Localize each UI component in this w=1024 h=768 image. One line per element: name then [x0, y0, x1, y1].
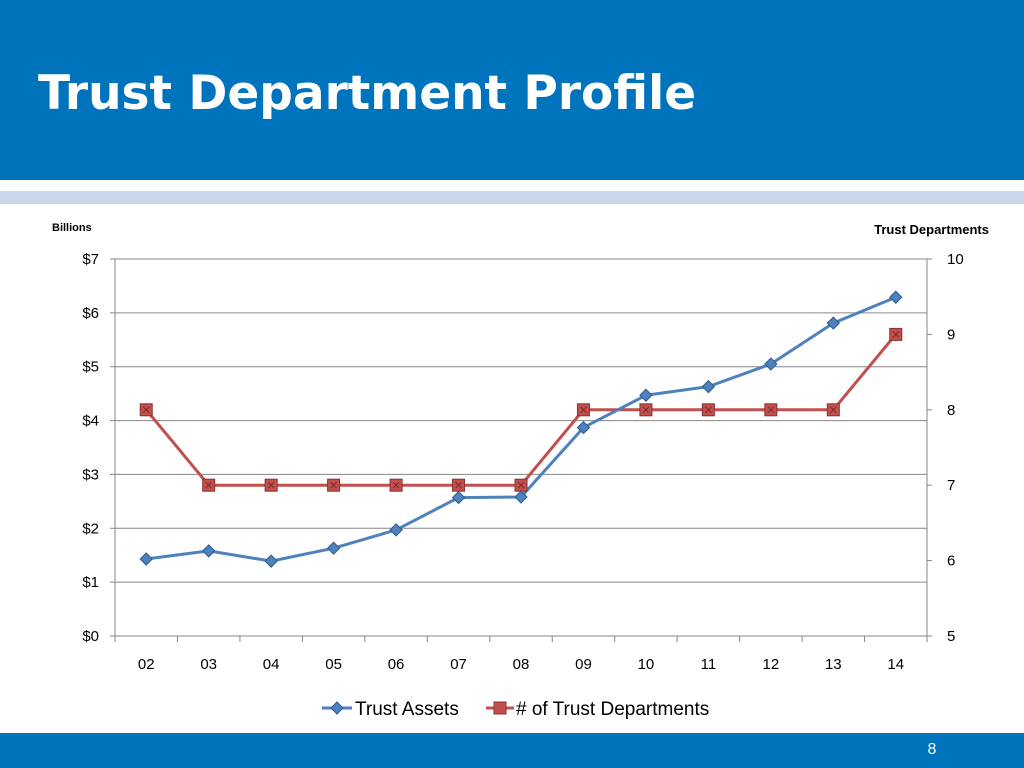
assets-point [639, 388, 653, 402]
x-tick-label: 04 [263, 656, 280, 673]
assets-point [889, 290, 903, 304]
left-axis-label: Billions [52, 222, 92, 234]
assets-point [326, 541, 341, 555]
title-band: Trust Department Profile [0, 0, 1024, 180]
left-tick-label: $7 [82, 251, 99, 268]
right-tick-label: 5 [947, 628, 955, 645]
departments-point-mark [642, 406, 650, 414]
x-tick-label: 03 [200, 656, 217, 673]
departments-point-mark [892, 331, 900, 338]
slide-title: Trust Department Profile [38, 66, 697, 121]
right-tick-label: 7 [947, 477, 955, 494]
x-tick-label: 14 [887, 656, 904, 673]
assets-point [451, 490, 466, 505]
assets-point [139, 552, 153, 566]
right-tick-label: 6 [947, 553, 955, 570]
departments-point-mark [767, 406, 775, 414]
assets-point [701, 379, 716, 394]
right-axis-label: Trust Departments [874, 222, 989, 237]
departments-point-mark [455, 481, 462, 489]
legend-departments-label: # of Trust Departments [516, 699, 709, 720]
series-line-assets [146, 295, 897, 563]
left-tick-label: $4 [82, 413, 99, 430]
left-tick-label: $5 [82, 359, 99, 376]
line-chart: $0 $1 $2 $3 $4 $5 $6 $7 5 6 7 8 9 10 02 03 04 05 06 07 08 09 1… [52, 222, 989, 720]
page-number: 8 [927, 741, 937, 758]
departments-point-mark [267, 481, 275, 489]
x-tick-label: 13 [825, 656, 842, 673]
assets-point [389, 523, 403, 537]
left-tick-label: $3 [82, 466, 99, 483]
departments-point-mark [517, 481, 525, 489]
assets-point [826, 316, 841, 330]
legend-assets-label: Trust Assets [355, 699, 459, 720]
assets-point [576, 420, 591, 435]
accent-band [0, 191, 1024, 204]
x-tick-label: 09 [575, 656, 592, 673]
left-tick-label: $2 [82, 520, 99, 537]
assets-point [764, 357, 778, 371]
legend-departments-marker [493, 701, 507, 715]
right-tick-label: 10 [947, 251, 964, 268]
x-tick-label: 12 [763, 656, 780, 673]
footer-band [0, 733, 1024, 768]
x-tick-label: 10 [638, 656, 655, 673]
departments-point-mark [392, 481, 400, 489]
x-tick-label: 06 [388, 656, 405, 673]
departments-point-mark [580, 406, 587, 414]
assets-point [264, 554, 278, 568]
x-tick-label: 02 [138, 656, 155, 673]
legend-assets-marker [330, 701, 344, 715]
departments-point-mark [330, 481, 337, 489]
left-tick-label: $1 [82, 574, 99, 591]
departments-point-mark [142, 406, 150, 414]
departments-point-mark [205, 481, 213, 489]
left-tick-label: $0 [82, 628, 99, 645]
left-tick-label: $6 [82, 305, 99, 322]
departments-point-mark [705, 406, 712, 414]
assets-point [514, 490, 528, 504]
assets-point [201, 544, 216, 558]
right-tick-label: 9 [947, 326, 955, 343]
departments-point-mark [829, 406, 837, 414]
x-tick-label: 08 [513, 656, 530, 673]
x-tick-label: 11 [701, 656, 717, 673]
x-tick-label: 07 [450, 656, 467, 673]
x-tick-label: 05 [325, 656, 342, 673]
right-tick-label: 8 [947, 402, 955, 419]
